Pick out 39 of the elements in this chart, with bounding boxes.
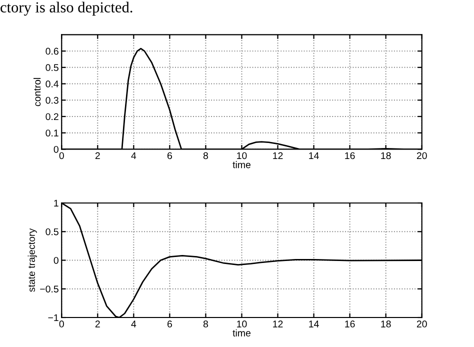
y-tick-label: 0.5 xyxy=(46,228,58,236)
x-tick-label: 2 xyxy=(95,320,100,328)
x-axis-title: time xyxy=(232,329,250,336)
x-tick-label: 18 xyxy=(381,320,391,328)
y-axis-title: state trajectory xyxy=(28,228,37,292)
x-tick-label: 10 xyxy=(237,152,247,160)
y-tick-label: −0.5 xyxy=(40,286,58,292)
x-tick-label: 4 xyxy=(131,152,136,160)
text: ctory is also depicted. xyxy=(0,2,132,16)
y-tick-label: 0.6 xyxy=(46,48,58,55)
y-tick-label: 1 xyxy=(54,200,58,207)
x-tick-label: 6 xyxy=(167,152,172,160)
x-tick-label: 16 xyxy=(345,152,355,160)
y-axis-title: control xyxy=(33,78,41,106)
x-tick-label: 14 xyxy=(309,320,319,328)
y-tick-label: 0.3 xyxy=(46,96,58,104)
y-tick-label: 0 xyxy=(54,146,58,153)
x-tick-label: 18 xyxy=(381,152,391,160)
x-tick-label: 2 xyxy=(95,152,100,160)
x-tick-label: 6 xyxy=(167,320,172,328)
x-tick-label: 16 xyxy=(345,320,355,328)
x-tick-label: 12 xyxy=(273,152,283,160)
x-tick-label: 8 xyxy=(203,320,208,328)
x-tick-label: 20 xyxy=(416,320,427,328)
x-axis-title: time xyxy=(232,161,250,168)
x-tick-label: 0 xyxy=(59,152,64,160)
y-tick-label: 0.4 xyxy=(46,80,59,88)
y-tick-label: −1 xyxy=(48,314,58,322)
y-tick-label: 0.5 xyxy=(46,64,58,72)
x-tick-label: 14 xyxy=(309,152,319,160)
x-tick-label: 10 xyxy=(237,320,247,328)
y-tick-label: 0.1 xyxy=(46,130,58,136)
x-tick-label: 20 xyxy=(416,152,427,160)
x-tick-label: 12 xyxy=(273,320,283,328)
y-tick-label: 0.2 xyxy=(46,113,58,120)
x-tick-label: 8 xyxy=(203,152,208,160)
x-tick-label: 0 xyxy=(59,320,64,328)
y-tick-label: 0 xyxy=(54,256,58,264)
x-tick-label: 4 xyxy=(131,320,136,328)
